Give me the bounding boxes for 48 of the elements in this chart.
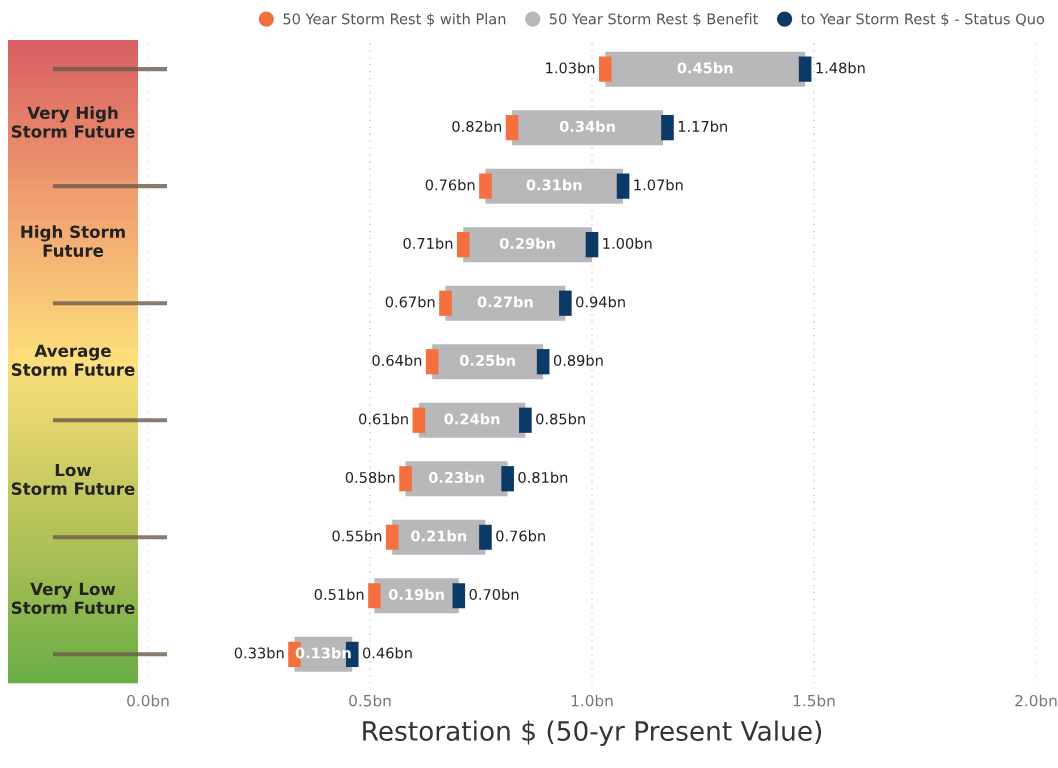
data-label: 0.31bn: [526, 179, 582, 191]
legend-label: to Year Storm Rest $ - Status Quo: [801, 13, 1045, 27]
data-label: 0.64bn: [372, 354, 422, 366]
data-label: 1.03bn: [546, 62, 595, 74]
data-label: 0.71bn: [403, 237, 453, 249]
data-label: 0.89bn: [553, 354, 603, 366]
x-tick-label: 0.5bn: [349, 694, 391, 707]
data-label: 0.27bn: [477, 296, 533, 308]
data-label: 0.21bn: [411, 530, 467, 542]
data-label: 1.17bn: [678, 120, 727, 132]
data-label: 0.23bn: [428, 471, 484, 483]
data-label: 0.85bn: [536, 413, 585, 425]
text: High Storm Future: [21, 225, 125, 257]
text: Very Low Storm Future: [11, 582, 135, 615]
data-label: 0.94bn: [576, 296, 625, 308]
data-label: 1.07bn: [634, 179, 683, 191]
data-label: 0.58bn: [345, 471, 395, 483]
data-label: 0.76bn: [496, 530, 545, 542]
text: Average Storm Future: [11, 344, 135, 376]
data-label: 0.24bn: [444, 413, 500, 425]
x-tick-label: 0.0bn: [127, 694, 169, 707]
bar: [605, 51, 806, 87]
bar: [512, 110, 664, 146]
legend-label: 50 Year Storm Rest $ with Plan: [283, 13, 506, 27]
data-label: 0.25bn: [459, 354, 515, 366]
data-label: 1.00bn: [603, 237, 652, 249]
data-label: 0.76bn: [425, 179, 475, 191]
data-label: 0.81bn: [518, 471, 568, 483]
x-tick-label: 1.5bn: [793, 694, 835, 707]
legend-label: 50 Year Storm Rest $ Benefit: [549, 13, 759, 27]
data-label: 0.82bn: [452, 120, 502, 132]
data-label: 0.29bn: [499, 237, 555, 249]
x-tick-label: 1.0bn: [571, 694, 613, 707]
data-label: 0.70bn: [469, 588, 519, 600]
data-label: 0.45bn: [677, 62, 733, 74]
data-label: 0.55bn: [332, 530, 382, 542]
text: Low Storm Future: [11, 463, 135, 495]
data-label: 0.46bn: [362, 647, 412, 659]
data-label: 0.33bn: [234, 647, 284, 659]
data-label: 0.61bn: [359, 413, 408, 425]
data-label: 0.67bn: [385, 296, 435, 308]
text: Very High Storm Future: [11, 106, 135, 138]
x-tick-label: 2.0bn: [1015, 694, 1057, 707]
data-label: 0.51bn: [314, 588, 364, 600]
data-label: 0.34bn: [559, 120, 615, 132]
data-label: 0.19bn: [388, 588, 444, 600]
x-axis-title: Restoration $ (50-yr Present Value): [363, 720, 822, 747]
data-label: 1.48bn: [816, 62, 865, 74]
